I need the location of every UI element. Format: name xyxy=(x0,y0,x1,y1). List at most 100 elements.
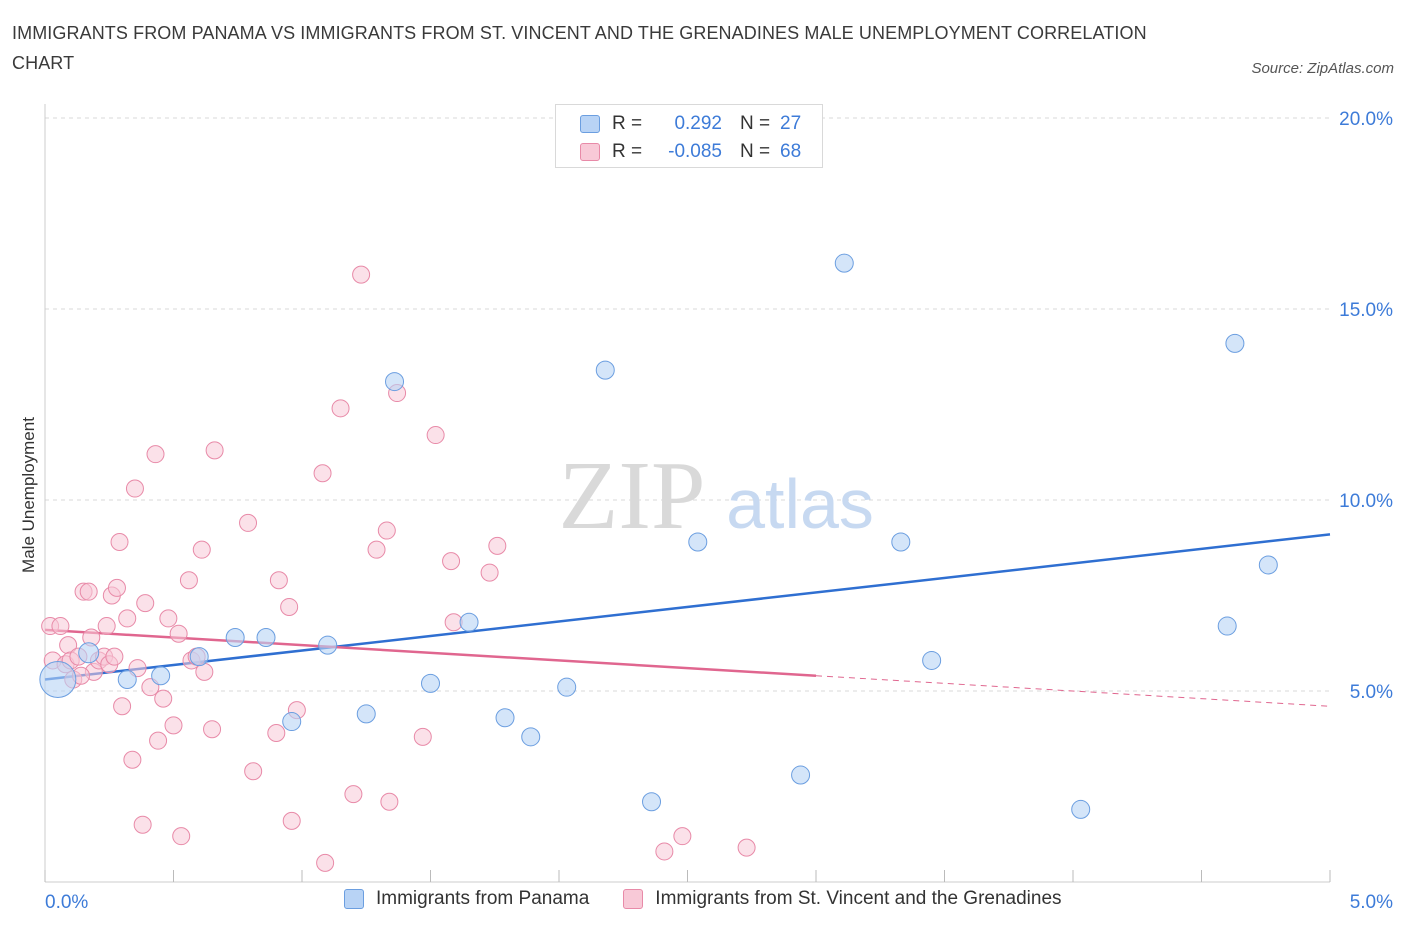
point-stvincent xyxy=(205,441,224,460)
point-stvincent xyxy=(352,265,371,284)
legend-swatch-stvincent xyxy=(580,143,600,161)
legend-r-value: -0.085 xyxy=(668,141,722,162)
legend-row-stvincent: R = -0.085 N = 68 xyxy=(580,139,801,165)
legend-label-panama: Immigrants from Panama xyxy=(376,888,590,909)
correlation-legend: R = 0.292 N = 27 R = -0.085 N = 68 xyxy=(555,104,823,168)
legend-r-label: R = xyxy=(612,141,643,162)
point-stvincent xyxy=(367,540,386,559)
trend-line-stvincent-extension xyxy=(815,675,1331,707)
point-panama xyxy=(282,712,302,732)
x-tick-label: 5.0% xyxy=(1350,892,1393,913)
point-stvincent xyxy=(159,609,178,628)
y-tick-label: 10.0% xyxy=(1339,491,1393,512)
point-panama xyxy=(834,253,854,273)
point-stvincent xyxy=(169,624,188,643)
legend-n-value: 27 xyxy=(780,113,802,134)
point-stvincent xyxy=(377,521,396,540)
point-stvincent xyxy=(442,552,461,571)
point-stvincent xyxy=(244,762,263,781)
point-stvincent xyxy=(737,838,756,857)
legend-n-value: 68 xyxy=(780,141,802,162)
point-stvincent xyxy=(673,827,692,846)
point-stvincent xyxy=(331,399,350,418)
point-panama xyxy=(151,666,171,686)
point-stvincent xyxy=(51,617,70,636)
legend-n-label: N = xyxy=(740,113,771,134)
point-stvincent xyxy=(313,464,332,483)
point-panama xyxy=(385,372,405,392)
point-stvincent xyxy=(426,426,445,445)
point-panama xyxy=(78,642,100,664)
point-stvincent xyxy=(125,479,144,498)
tick-labels: 5.0% 10.0% 15.0% 20.0% 0.0% 5.0% xyxy=(45,109,1393,913)
point-stvincent xyxy=(239,513,258,532)
point-stvincent xyxy=(269,571,288,590)
point-stvincent xyxy=(146,445,165,464)
point-panama xyxy=(421,673,440,693)
point-stvincent xyxy=(123,750,142,769)
point-panama xyxy=(189,647,209,667)
point-stvincent xyxy=(105,647,124,666)
point-stvincent xyxy=(280,597,299,616)
y-tick-label: 5.0% xyxy=(1350,682,1393,703)
point-panama xyxy=(225,628,245,648)
legend-row-panama: R = 0.292 N = 27 xyxy=(580,111,801,137)
point-stvincent xyxy=(136,594,155,613)
point-stvincent xyxy=(192,540,211,559)
point-stvincent xyxy=(480,563,499,582)
point-stvincent xyxy=(118,609,137,628)
legend-n-label: N = xyxy=(740,141,771,162)
point-panama xyxy=(1071,799,1091,819)
point-panama xyxy=(318,635,338,655)
point-stvincent xyxy=(133,815,152,834)
point-panama xyxy=(459,612,479,632)
point-stvincent xyxy=(380,792,399,811)
point-stvincent xyxy=(179,571,198,590)
y-axis-label: Male Unemployment xyxy=(19,417,38,573)
grid-lines xyxy=(45,117,1330,692)
point-panama xyxy=(521,727,541,747)
point-stvincent xyxy=(154,689,173,708)
legend-r-value: 0.292 xyxy=(674,113,722,134)
point-stvincent xyxy=(316,853,335,872)
watermark: ZIP atlas xyxy=(559,442,874,550)
watermark-zip: ZIP xyxy=(559,442,706,550)
point-panama xyxy=(356,704,376,724)
chart-title: IMMIGRANTS FROM PANAMA VS IMMIGRANTS FRO… xyxy=(12,23,1147,73)
point-stvincent xyxy=(655,842,674,861)
point-stvincent xyxy=(149,731,168,750)
watermark-atlas: atlas xyxy=(726,465,874,543)
series-legend: Immigrants from Panama Immigrants from S… xyxy=(344,888,1096,910)
x-tick-label: 0.0% xyxy=(45,892,88,913)
point-stvincent xyxy=(413,727,432,746)
axes xyxy=(44,104,1331,883)
point-stvincent xyxy=(97,617,116,636)
legend-item-stvincent: Immigrants from St. Vincent and the Gren… xyxy=(623,888,1062,910)
legend-swatch-panama xyxy=(344,889,364,909)
point-panama xyxy=(1217,616,1237,636)
legend-swatch-stvincent xyxy=(623,889,644,909)
point-stvincent xyxy=(79,582,98,601)
point-stvincent xyxy=(164,716,183,735)
point-stvincent xyxy=(344,785,363,804)
point-panama xyxy=(891,532,911,552)
legend-r-label: R = xyxy=(612,113,643,134)
point-panama xyxy=(557,677,577,697)
point-panama xyxy=(256,628,276,648)
legend-item-panama: Immigrants from Panama xyxy=(344,888,589,910)
source-label: Source: ZipAtlas.com xyxy=(1251,60,1394,77)
point-panama xyxy=(791,765,811,785)
point-stvincent xyxy=(203,720,222,739)
y-tick-label: 20.0% xyxy=(1339,109,1393,130)
trend-line-panama xyxy=(44,533,1331,681)
point-panama xyxy=(595,360,615,380)
point-stvincent xyxy=(107,578,126,597)
legend-swatch-panama xyxy=(580,115,600,133)
point-panama xyxy=(495,708,515,728)
legend-label-stvincent: Immigrants from St. Vincent and the Gren… xyxy=(655,888,1062,909)
point-stvincent xyxy=(282,811,301,830)
point-panama xyxy=(117,670,137,690)
data-points xyxy=(39,253,1278,872)
point-stvincent xyxy=(267,724,286,743)
